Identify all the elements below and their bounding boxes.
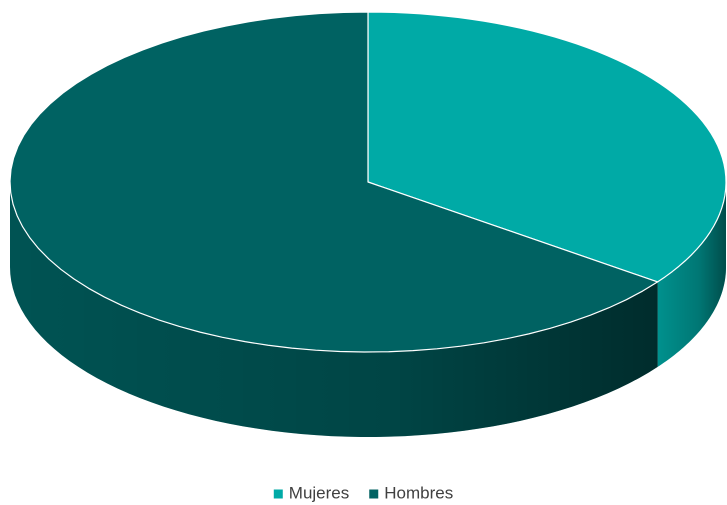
legend-label: Mujeres <box>289 483 349 502</box>
pie-sides <box>10 182 726 437</box>
legend-swatch <box>369 489 379 499</box>
slice <box>367 11 727 283</box>
slice-side-shade <box>657 182 726 367</box>
slice-side-shade <box>10 182 658 437</box>
pie-tops <box>9 11 727 353</box>
legend: Mujeres Hombres <box>273 483 453 502</box>
legend-swatch <box>273 489 283 499</box>
slice <box>9 11 659 353</box>
legend-label: Hombres <box>384 483 453 502</box>
